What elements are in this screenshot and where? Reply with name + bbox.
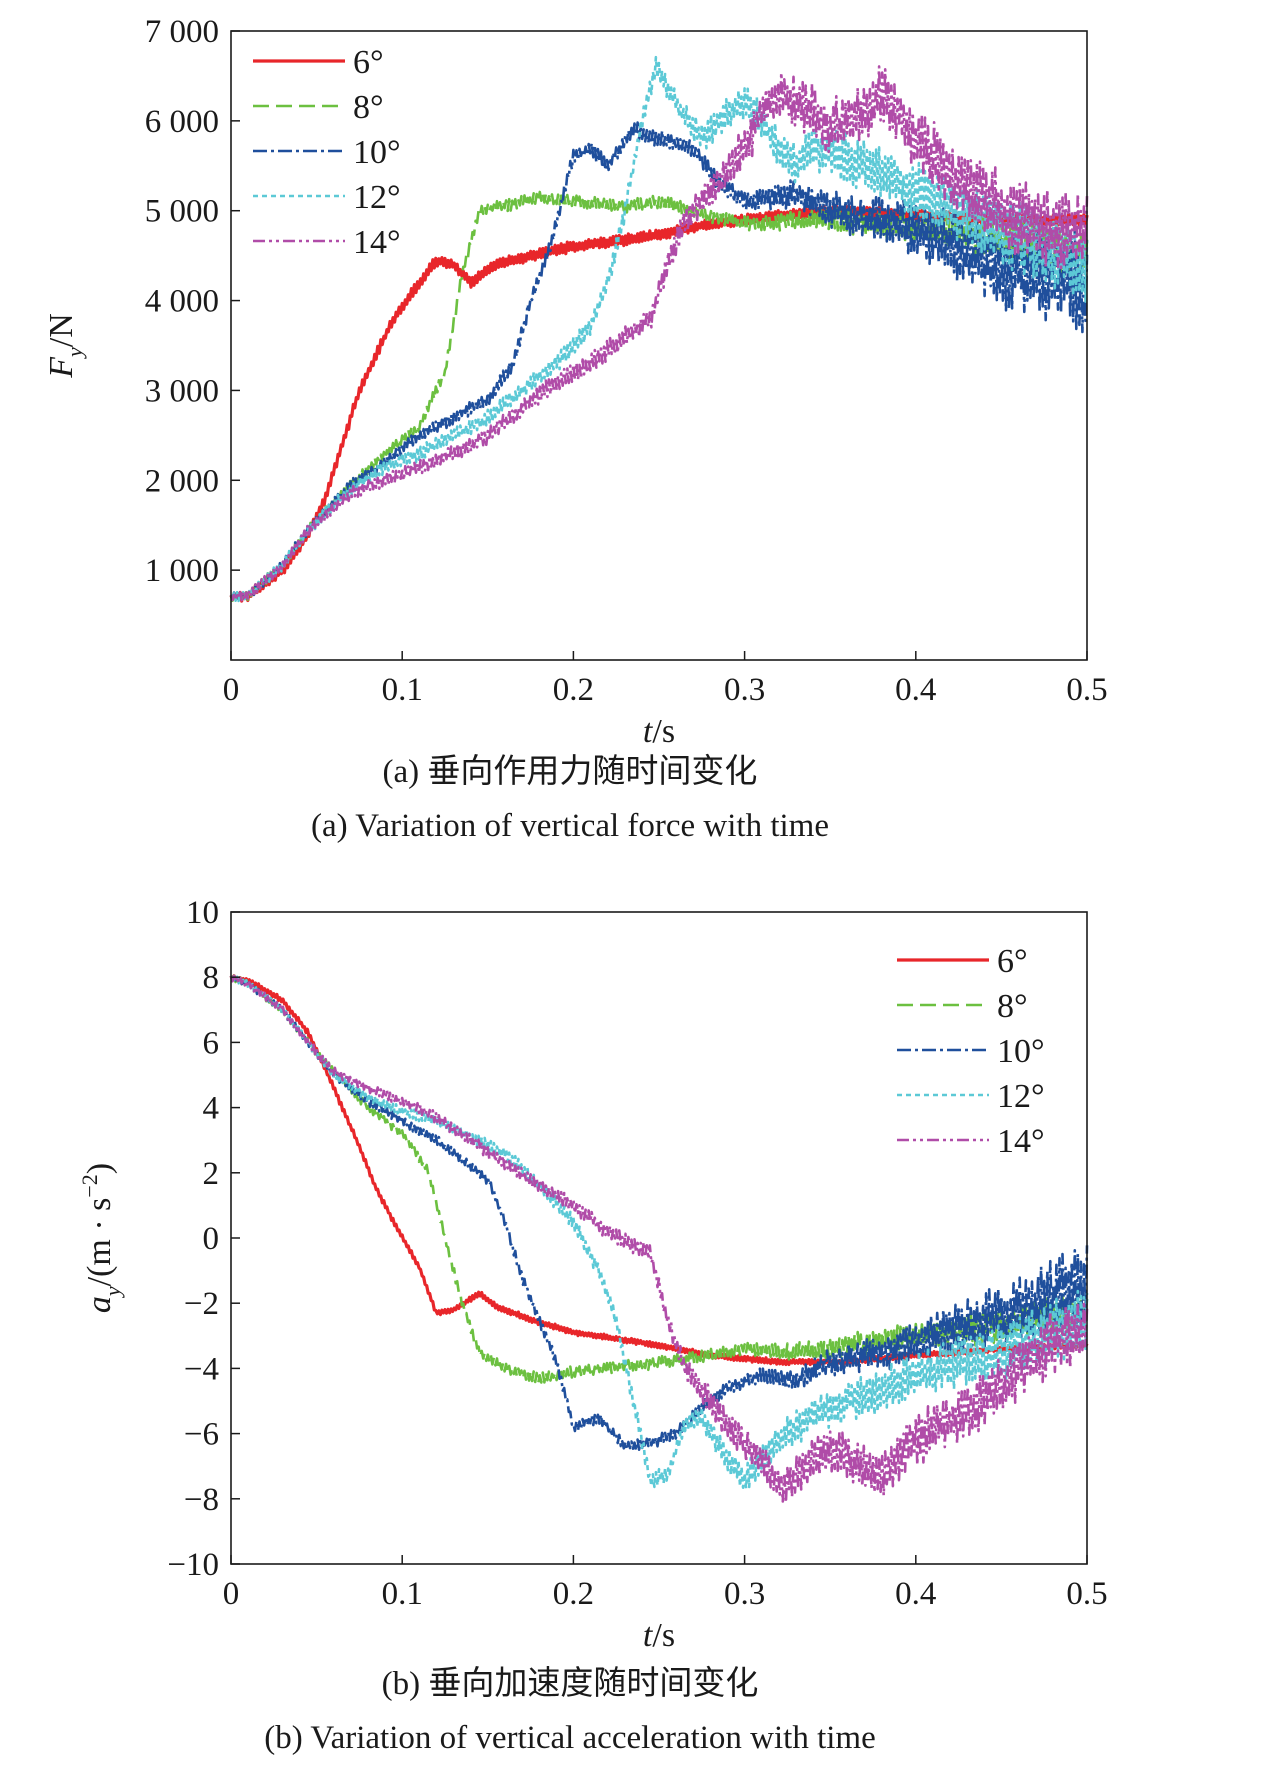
series-line-14-deg bbox=[229, 975, 1089, 1504]
x-tick-label: 0.3 bbox=[724, 1576, 765, 1612]
y-tick-label: 1 000 bbox=[145, 553, 219, 589]
legend: 6° 8° 10° 12° 14° bbox=[897, 943, 1045, 1160]
series-line-14-deg bbox=[229, 65, 1089, 602]
figure-panel-b: 0 0.1 0.2 0.3 0.4 0.5 −10 −8 −6 −4 −2 0 2 4 6 8 10 t/s ay/… bbox=[0, 880, 1276, 1778]
y-tick-label: 8 bbox=[203, 960, 220, 996]
x-tick-label: 0.2 bbox=[553, 1576, 594, 1612]
x-axis-label: t/s bbox=[643, 713, 675, 750]
caption-cn-b: (b) 垂向加速度随时间变化 bbox=[381, 1666, 759, 1702]
y-tick-label: 6 bbox=[203, 1025, 220, 1061]
series-line-10-deg bbox=[229, 121, 1089, 601]
legend-label-10-deg: 10° bbox=[997, 1033, 1045, 1070]
x-tick-label: 0.1 bbox=[382, 672, 423, 708]
x-tick-label: 0.5 bbox=[1066, 672, 1107, 708]
legend-label-12-deg: 12° bbox=[997, 1078, 1045, 1115]
y-tick-label: 4 000 bbox=[145, 284, 219, 320]
series-line-10-deg bbox=[229, 975, 1089, 1452]
x-tick-label: 0.1 bbox=[382, 1576, 423, 1612]
caption-en-b: (b) Variation of vertical acceleration w… bbox=[264, 1720, 876, 1756]
y-tick-label: 10 bbox=[186, 895, 219, 931]
y-tick-label: 2 000 bbox=[145, 463, 219, 499]
x-tick-label: 0.2 bbox=[553, 672, 594, 708]
x-tick-label: 0.5 bbox=[1066, 1576, 1107, 1612]
series-line-12-deg bbox=[229, 55, 1089, 603]
x-tick-label: 0.4 bbox=[895, 1576, 936, 1612]
y-axis-label: ay/(m · s−2) bbox=[77, 1163, 125, 1313]
caption-cn-a: (a) 垂向作用力随时间变化 bbox=[382, 754, 758, 790]
y-tick-label: 7 000 bbox=[145, 14, 219, 50]
caption-en-a: (a) Variation of vertical force with tim… bbox=[310, 808, 829, 844]
legend: 6° 8° 10° 12° 14° bbox=[253, 44, 401, 261]
x-tick-label: 0.4 bbox=[895, 672, 936, 708]
legend-label-14-deg: 14° bbox=[997, 1123, 1045, 1160]
figure-panel-a: 0 0.1 0.2 0.3 0.4 0.5 1 000 2 000 3 000 4 000 5 00… bbox=[0, 0, 1276, 880]
legend-label-10-deg: 10° bbox=[353, 134, 401, 171]
series-line-8-deg bbox=[229, 190, 1089, 602]
x-tick-label: 0.3 bbox=[724, 672, 765, 708]
y-tick-label: −10 bbox=[167, 1547, 219, 1583]
y-tick-label: 4 bbox=[203, 1091, 220, 1127]
series-line-6-deg bbox=[229, 974, 1089, 1367]
plot-frame bbox=[230, 30, 1088, 661]
y-tick-label: 3 000 bbox=[145, 373, 219, 409]
y-tick-label: 6 000 bbox=[145, 104, 219, 140]
plot-frame bbox=[230, 911, 1088, 1565]
legend-label-8-deg: 8° bbox=[997, 988, 1028, 1025]
y-tick-label: −4 bbox=[184, 1351, 219, 1387]
force-chart: 0 0.1 0.2 0.3 0.4 0.5 1 000 2 000 3 000 4 000 5 00… bbox=[43, 14, 1108, 750]
y-tick-label: −8 bbox=[184, 1482, 219, 1518]
legend-label-8-deg: 8° bbox=[353, 89, 384, 126]
x-axis-label: t/s bbox=[643, 1617, 675, 1654]
series-lines bbox=[229, 55, 1089, 603]
y-tick-label: 5 000 bbox=[145, 194, 219, 230]
y-tick-label: −2 bbox=[184, 1286, 219, 1322]
legend-label-6-deg: 6° bbox=[353, 44, 384, 81]
y-axis-label: Fy/N bbox=[43, 313, 87, 379]
x-tick-label: 0 bbox=[223, 672, 240, 708]
legend-label-14-deg: 14° bbox=[353, 224, 401, 261]
acceleration-chart: 0 0.1 0.2 0.3 0.4 0.5 −10 −8 −6 −4 −2 0 2 4 6 8 10 t/s ay/… bbox=[77, 895, 1108, 1654]
x-tick-label: 0 bbox=[223, 1576, 240, 1612]
y-tick-label: 0 bbox=[203, 1221, 220, 1257]
legend-label-12-deg: 12° bbox=[353, 179, 401, 216]
series-lines bbox=[229, 974, 1089, 1504]
y-tick-label: 2 bbox=[203, 1156, 220, 1192]
legend-label-6-deg: 6° bbox=[997, 943, 1028, 980]
y-tick-label: −6 bbox=[184, 1417, 219, 1453]
series-line-12-deg bbox=[229, 974, 1089, 1490]
